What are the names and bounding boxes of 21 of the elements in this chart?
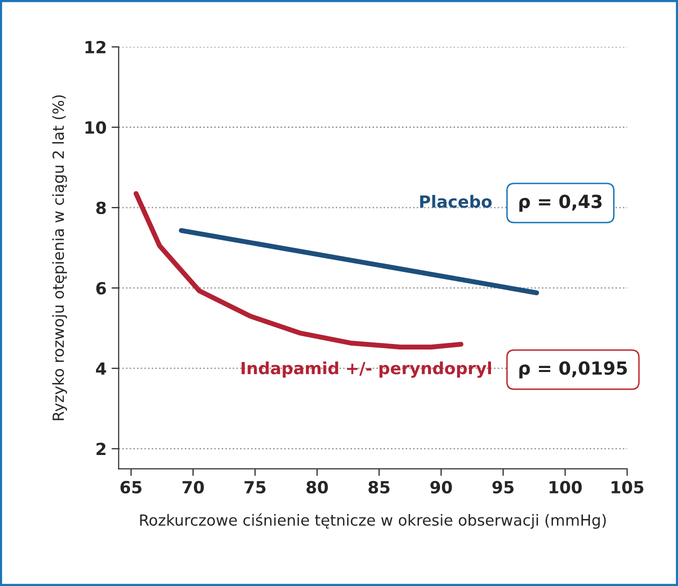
annotation: ρ = 0,43 bbox=[519, 194, 602, 212]
y-axis-title: Ryzyko rozwoju otępienia w ciągu 2 lat (%) bbox=[52, 95, 67, 420]
x-tick-label: 75 bbox=[244, 481, 266, 494]
x-tick-label: 65 bbox=[120, 480, 142, 494]
text: Placebo bbox=[420, 194, 492, 208]
x-tick-label: 85 bbox=[368, 480, 390, 494]
x-tick-label: 100 bbox=[550, 480, 582, 494]
series-label: Indapamid +/- peryndopryl bbox=[242, 362, 491, 378]
x-tick-label: 105 bbox=[612, 480, 644, 494]
x-tick-label: 70 bbox=[182, 480, 204, 494]
y-tick-label: 6 bbox=[96, 282, 106, 295]
y-tick-label: 2 bbox=[96, 442, 106, 456]
y-tick-label: 4 bbox=[96, 362, 106, 375]
y-tick-label: 12 bbox=[86, 40, 106, 54]
x-axis-title: Rozkurczowe ciśnienie tętnicze w okresie obserwacji (mmHg) bbox=[140, 513, 606, 529]
annotation: ρ = 0,0195 bbox=[519, 361, 627, 378]
x-tick-label: 90 bbox=[430, 480, 452, 494]
x-tick-label: 95 bbox=[492, 480, 514, 494]
y-tick-label: 8 bbox=[96, 202, 106, 214]
y-tick-label: 10 bbox=[86, 121, 106, 134]
x-tick-label: 80 bbox=[306, 480, 328, 494]
